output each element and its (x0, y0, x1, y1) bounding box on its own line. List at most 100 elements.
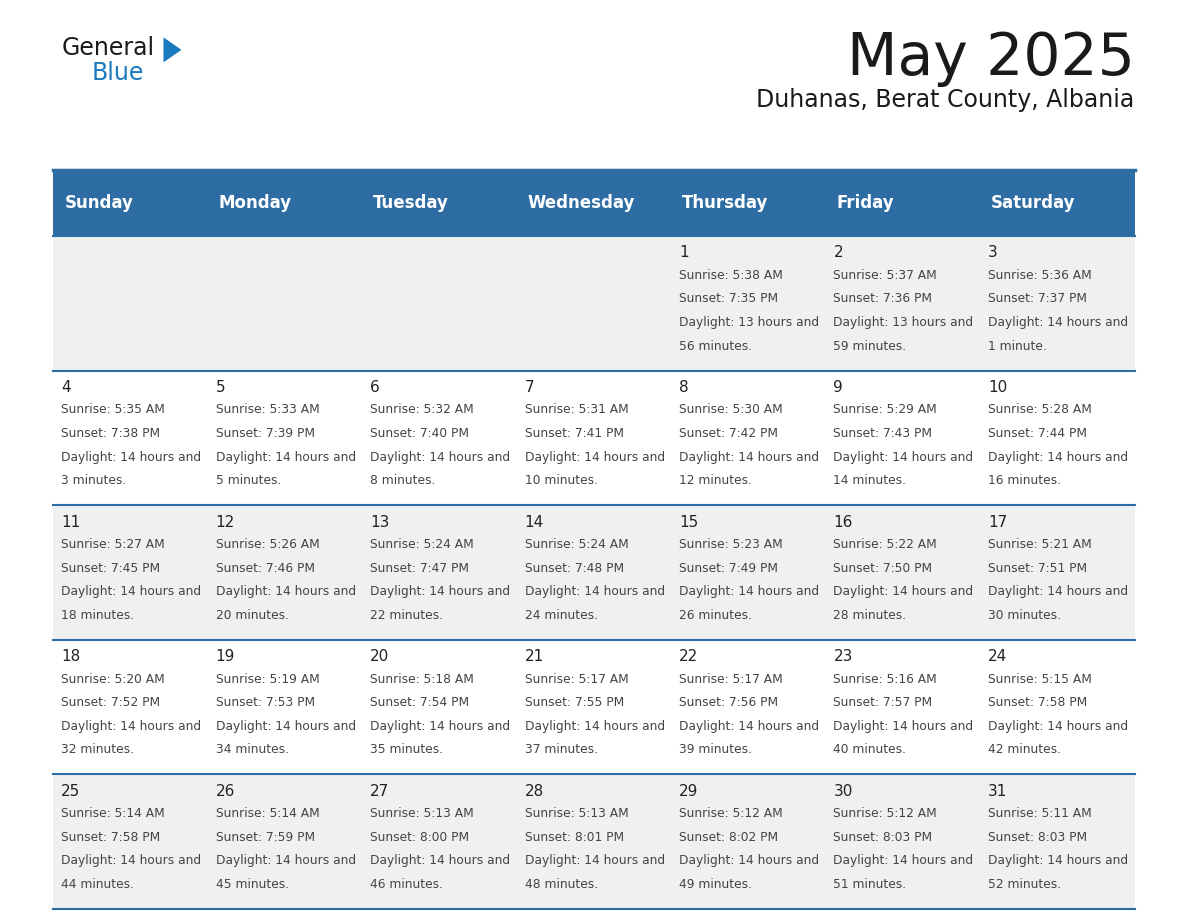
Bar (53, 236, 1135, 371)
Text: Sunset: 7:39 PM: Sunset: 7:39 PM (215, 427, 315, 440)
Text: Sunrise: 5:33 AM: Sunrise: 5:33 AM (215, 404, 320, 417)
Text: Sunrise: 5:22 AM: Sunrise: 5:22 AM (833, 538, 937, 551)
Text: 20: 20 (369, 649, 390, 664)
Text: Tuesday: Tuesday (373, 194, 449, 212)
Text: Daylight: 14 hours and: Daylight: 14 hours and (369, 720, 510, 733)
Text: 52 minutes.: 52 minutes. (987, 878, 1061, 890)
Text: Sunrise: 5:30 AM: Sunrise: 5:30 AM (680, 404, 783, 417)
Text: Sunrise: 5:37 AM: Sunrise: 5:37 AM (833, 269, 937, 282)
Text: Thursday: Thursday (682, 194, 769, 212)
Text: Sunday: Sunday (64, 194, 133, 212)
Text: 22: 22 (680, 649, 699, 664)
Text: 26 minutes.: 26 minutes. (680, 609, 752, 621)
Text: Sunset: 7:46 PM: Sunset: 7:46 PM (215, 562, 315, 575)
Text: 20 minutes.: 20 minutes. (215, 609, 289, 621)
Text: 19: 19 (215, 649, 235, 664)
Text: 18 minutes.: 18 minutes. (61, 609, 134, 621)
Text: 40 minutes.: 40 minutes. (833, 744, 906, 756)
Text: 42 minutes.: 42 minutes. (987, 744, 1061, 756)
Text: Sunset: 7:51 PM: Sunset: 7:51 PM (987, 562, 1087, 575)
Text: Daylight: 13 hours and: Daylight: 13 hours and (680, 316, 819, 329)
Text: Daylight: 14 hours and: Daylight: 14 hours and (524, 451, 664, 464)
Text: 12: 12 (215, 514, 235, 530)
Text: Daylight: 14 hours and: Daylight: 14 hours and (369, 585, 510, 599)
Text: 2: 2 (833, 245, 843, 261)
Text: 25: 25 (61, 784, 81, 799)
Text: 1: 1 (680, 245, 689, 261)
Text: 24 minutes.: 24 minutes. (524, 609, 598, 621)
Text: Sunrise: 5:13 AM: Sunrise: 5:13 AM (524, 807, 628, 820)
Text: Sunset: 7:42 PM: Sunset: 7:42 PM (680, 427, 778, 440)
Text: Sunset: 7:50 PM: Sunset: 7:50 PM (833, 562, 933, 575)
Text: Sunrise: 5:14 AM: Sunrise: 5:14 AM (61, 807, 165, 820)
Text: Daylight: 14 hours and: Daylight: 14 hours and (61, 585, 201, 599)
Text: Sunrise: 5:31 AM: Sunrise: 5:31 AM (524, 404, 628, 417)
Text: 8: 8 (680, 380, 689, 395)
Text: 44 minutes.: 44 minutes. (61, 878, 134, 890)
Bar (53, 640, 1135, 774)
Text: 15: 15 (680, 514, 699, 530)
Text: 49 minutes.: 49 minutes. (680, 878, 752, 890)
Text: 1 minute.: 1 minute. (987, 340, 1047, 353)
Text: Sunset: 8:01 PM: Sunset: 8:01 PM (524, 831, 624, 844)
Text: Sunrise: 5:35 AM: Sunrise: 5:35 AM (61, 404, 165, 417)
Text: 46 minutes.: 46 minutes. (369, 878, 443, 890)
Text: 26: 26 (215, 784, 235, 799)
Text: 30 minutes.: 30 minutes. (987, 609, 1061, 621)
Text: Daylight: 14 hours and: Daylight: 14 hours and (987, 720, 1127, 733)
Text: 28 minutes.: 28 minutes. (833, 609, 906, 621)
Text: 37 minutes.: 37 minutes. (524, 744, 598, 756)
Text: Daylight: 14 hours and: Daylight: 14 hours and (680, 585, 819, 599)
Text: 5: 5 (215, 380, 226, 395)
Text: May 2025: May 2025 (847, 30, 1135, 87)
Text: Saturday: Saturday (991, 194, 1075, 212)
Text: Sunset: 7:44 PM: Sunset: 7:44 PM (987, 427, 1087, 440)
Text: Sunset: 7:58 PM: Sunset: 7:58 PM (987, 696, 1087, 710)
Text: Sunset: 8:00 PM: Sunset: 8:00 PM (369, 831, 469, 844)
Text: Sunrise: 5:12 AM: Sunrise: 5:12 AM (680, 807, 783, 820)
Text: 32 minutes.: 32 minutes. (61, 744, 134, 756)
Text: Daylight: 14 hours and: Daylight: 14 hours and (680, 451, 819, 464)
Text: Sunrise: 5:13 AM: Sunrise: 5:13 AM (369, 807, 474, 820)
Text: Sunrise: 5:29 AM: Sunrise: 5:29 AM (833, 404, 937, 417)
Text: Sunrise: 5:27 AM: Sunrise: 5:27 AM (61, 538, 165, 551)
Text: Daylight: 14 hours and: Daylight: 14 hours and (987, 585, 1127, 599)
Text: Daylight: 14 hours and: Daylight: 14 hours and (215, 855, 355, 868)
Text: Sunset: 7:57 PM: Sunset: 7:57 PM (833, 696, 933, 710)
Text: Daylight: 14 hours and: Daylight: 14 hours and (833, 720, 973, 733)
Polygon shape (164, 38, 182, 62)
Text: 45 minutes.: 45 minutes. (215, 878, 289, 890)
Text: Sunset: 7:53 PM: Sunset: 7:53 PM (215, 696, 315, 710)
Text: 3: 3 (987, 245, 998, 261)
Text: 31: 31 (987, 784, 1007, 799)
Text: 56 minutes.: 56 minutes. (680, 340, 752, 353)
Text: 21: 21 (524, 649, 544, 664)
Text: 11: 11 (61, 514, 81, 530)
Text: Daylight: 13 hours and: Daylight: 13 hours and (833, 316, 973, 329)
Text: Sunset: 7:59 PM: Sunset: 7:59 PM (215, 831, 315, 844)
Text: 8 minutes.: 8 minutes. (369, 474, 436, 487)
Text: 3 minutes.: 3 minutes. (61, 474, 126, 487)
Text: 17: 17 (987, 514, 1007, 530)
Text: Daylight: 14 hours and: Daylight: 14 hours and (524, 855, 664, 868)
Text: Sunrise: 5:20 AM: Sunrise: 5:20 AM (61, 673, 165, 686)
Text: Sunrise: 5:21 AM: Sunrise: 5:21 AM (987, 538, 1092, 551)
Text: Sunrise: 5:14 AM: Sunrise: 5:14 AM (215, 807, 320, 820)
Text: Monday: Monday (219, 194, 292, 212)
Text: Daylight: 14 hours and: Daylight: 14 hours and (369, 855, 510, 868)
Text: 18: 18 (61, 649, 81, 664)
Text: 29: 29 (680, 784, 699, 799)
Text: Sunset: 7:40 PM: Sunset: 7:40 PM (369, 427, 469, 440)
Text: Sunset: 7:54 PM: Sunset: 7:54 PM (369, 696, 469, 710)
Text: Sunset: 7:58 PM: Sunset: 7:58 PM (61, 831, 160, 844)
Bar (53, 505, 1135, 640)
Text: Sunrise: 5:38 AM: Sunrise: 5:38 AM (680, 269, 783, 282)
Text: 51 minutes.: 51 minutes. (833, 878, 906, 890)
Text: Daylight: 14 hours and: Daylight: 14 hours and (987, 855, 1127, 868)
Bar (53, 170, 1135, 236)
Text: Sunrise: 5:16 AM: Sunrise: 5:16 AM (833, 673, 937, 686)
Text: Sunset: 7:48 PM: Sunset: 7:48 PM (524, 562, 624, 575)
Text: Sunrise: 5:17 AM: Sunrise: 5:17 AM (680, 673, 783, 686)
Text: Sunset: 7:49 PM: Sunset: 7:49 PM (680, 562, 778, 575)
Text: Sunrise: 5:32 AM: Sunrise: 5:32 AM (369, 404, 474, 417)
